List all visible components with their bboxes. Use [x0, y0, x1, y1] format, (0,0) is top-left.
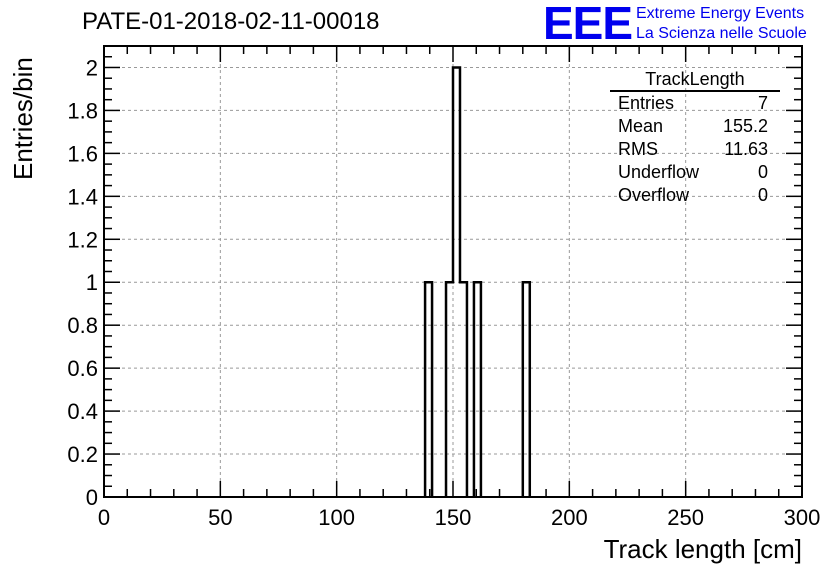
stats-title: TrackLength	[610, 68, 780, 92]
histogram-outline	[423, 66, 532, 497]
stats-row-entries: Entries 7	[610, 92, 780, 115]
y-tick-label: 1.6	[67, 141, 98, 166]
y-tick-label: 0.6	[67, 356, 98, 381]
y-tick-label: 0.8	[67, 313, 98, 338]
x-tick-label: 100	[318, 505, 355, 530]
y-tick-label: 1.4	[67, 184, 98, 209]
stats-value: 0	[757, 185, 768, 205]
y-tick-label: 0.4	[67, 399, 98, 424]
stats-value: 7	[757, 93, 768, 113]
logo-caption-line2: La Scienza nelle Scuole	[636, 25, 807, 42]
y-tick-label: 1	[86, 270, 98, 295]
stats-row-rms: RMS 11.63	[610, 138, 780, 161]
stats-row-overflow: Overflow 0	[610, 184, 780, 207]
y-tick-label: 1.8	[67, 98, 98, 123]
x-tick-label: 0	[98, 505, 110, 530]
stats-label: Mean	[618, 116, 664, 136]
x-axis-label: Track length [cm]	[603, 534, 802, 564]
stats-label: RMS	[618, 139, 658, 159]
x-tick-label: 50	[208, 505, 232, 530]
stats-value: 155.2	[722, 116, 768, 136]
stats-label: Overflow	[618, 185, 690, 205]
y-tick-label: 0	[86, 485, 98, 510]
y-tick-label: 1.2	[67, 227, 98, 252]
plot-frame	[103, 45, 803, 498]
x-tick-label: 300	[784, 505, 821, 530]
stats-row-underflow: Underflow 0	[610, 161, 780, 184]
stats-label: Underflow	[618, 162, 700, 182]
chart-title: PATE-01-2018-02-11-00018	[82, 8, 380, 35]
eee-logo: EEE	[543, 0, 633, 49]
stats-value: 0	[757, 162, 768, 182]
stats-box: TrackLength Entries 7 Mean 155.2 RMS 11.…	[610, 68, 780, 207]
logo-caption-line1: Extreme Energy Events	[636, 5, 805, 22]
stats-row-mean: Mean 155.2	[610, 115, 780, 138]
y-tick-label: 0.2	[67, 442, 98, 467]
y-tick-label: 2	[86, 55, 98, 80]
y-axis-label: Entries/bin	[8, 57, 38, 180]
x-tick-label: 250	[667, 505, 704, 530]
x-tick-label: 200	[551, 505, 588, 530]
stats-value: 11.63	[724, 139, 768, 159]
logo-caption: Extreme Energy Events La Scienza nelle S…	[636, 4, 807, 44]
stats-label: Entries	[618, 93, 675, 113]
x-tick-label: 150	[435, 505, 472, 530]
